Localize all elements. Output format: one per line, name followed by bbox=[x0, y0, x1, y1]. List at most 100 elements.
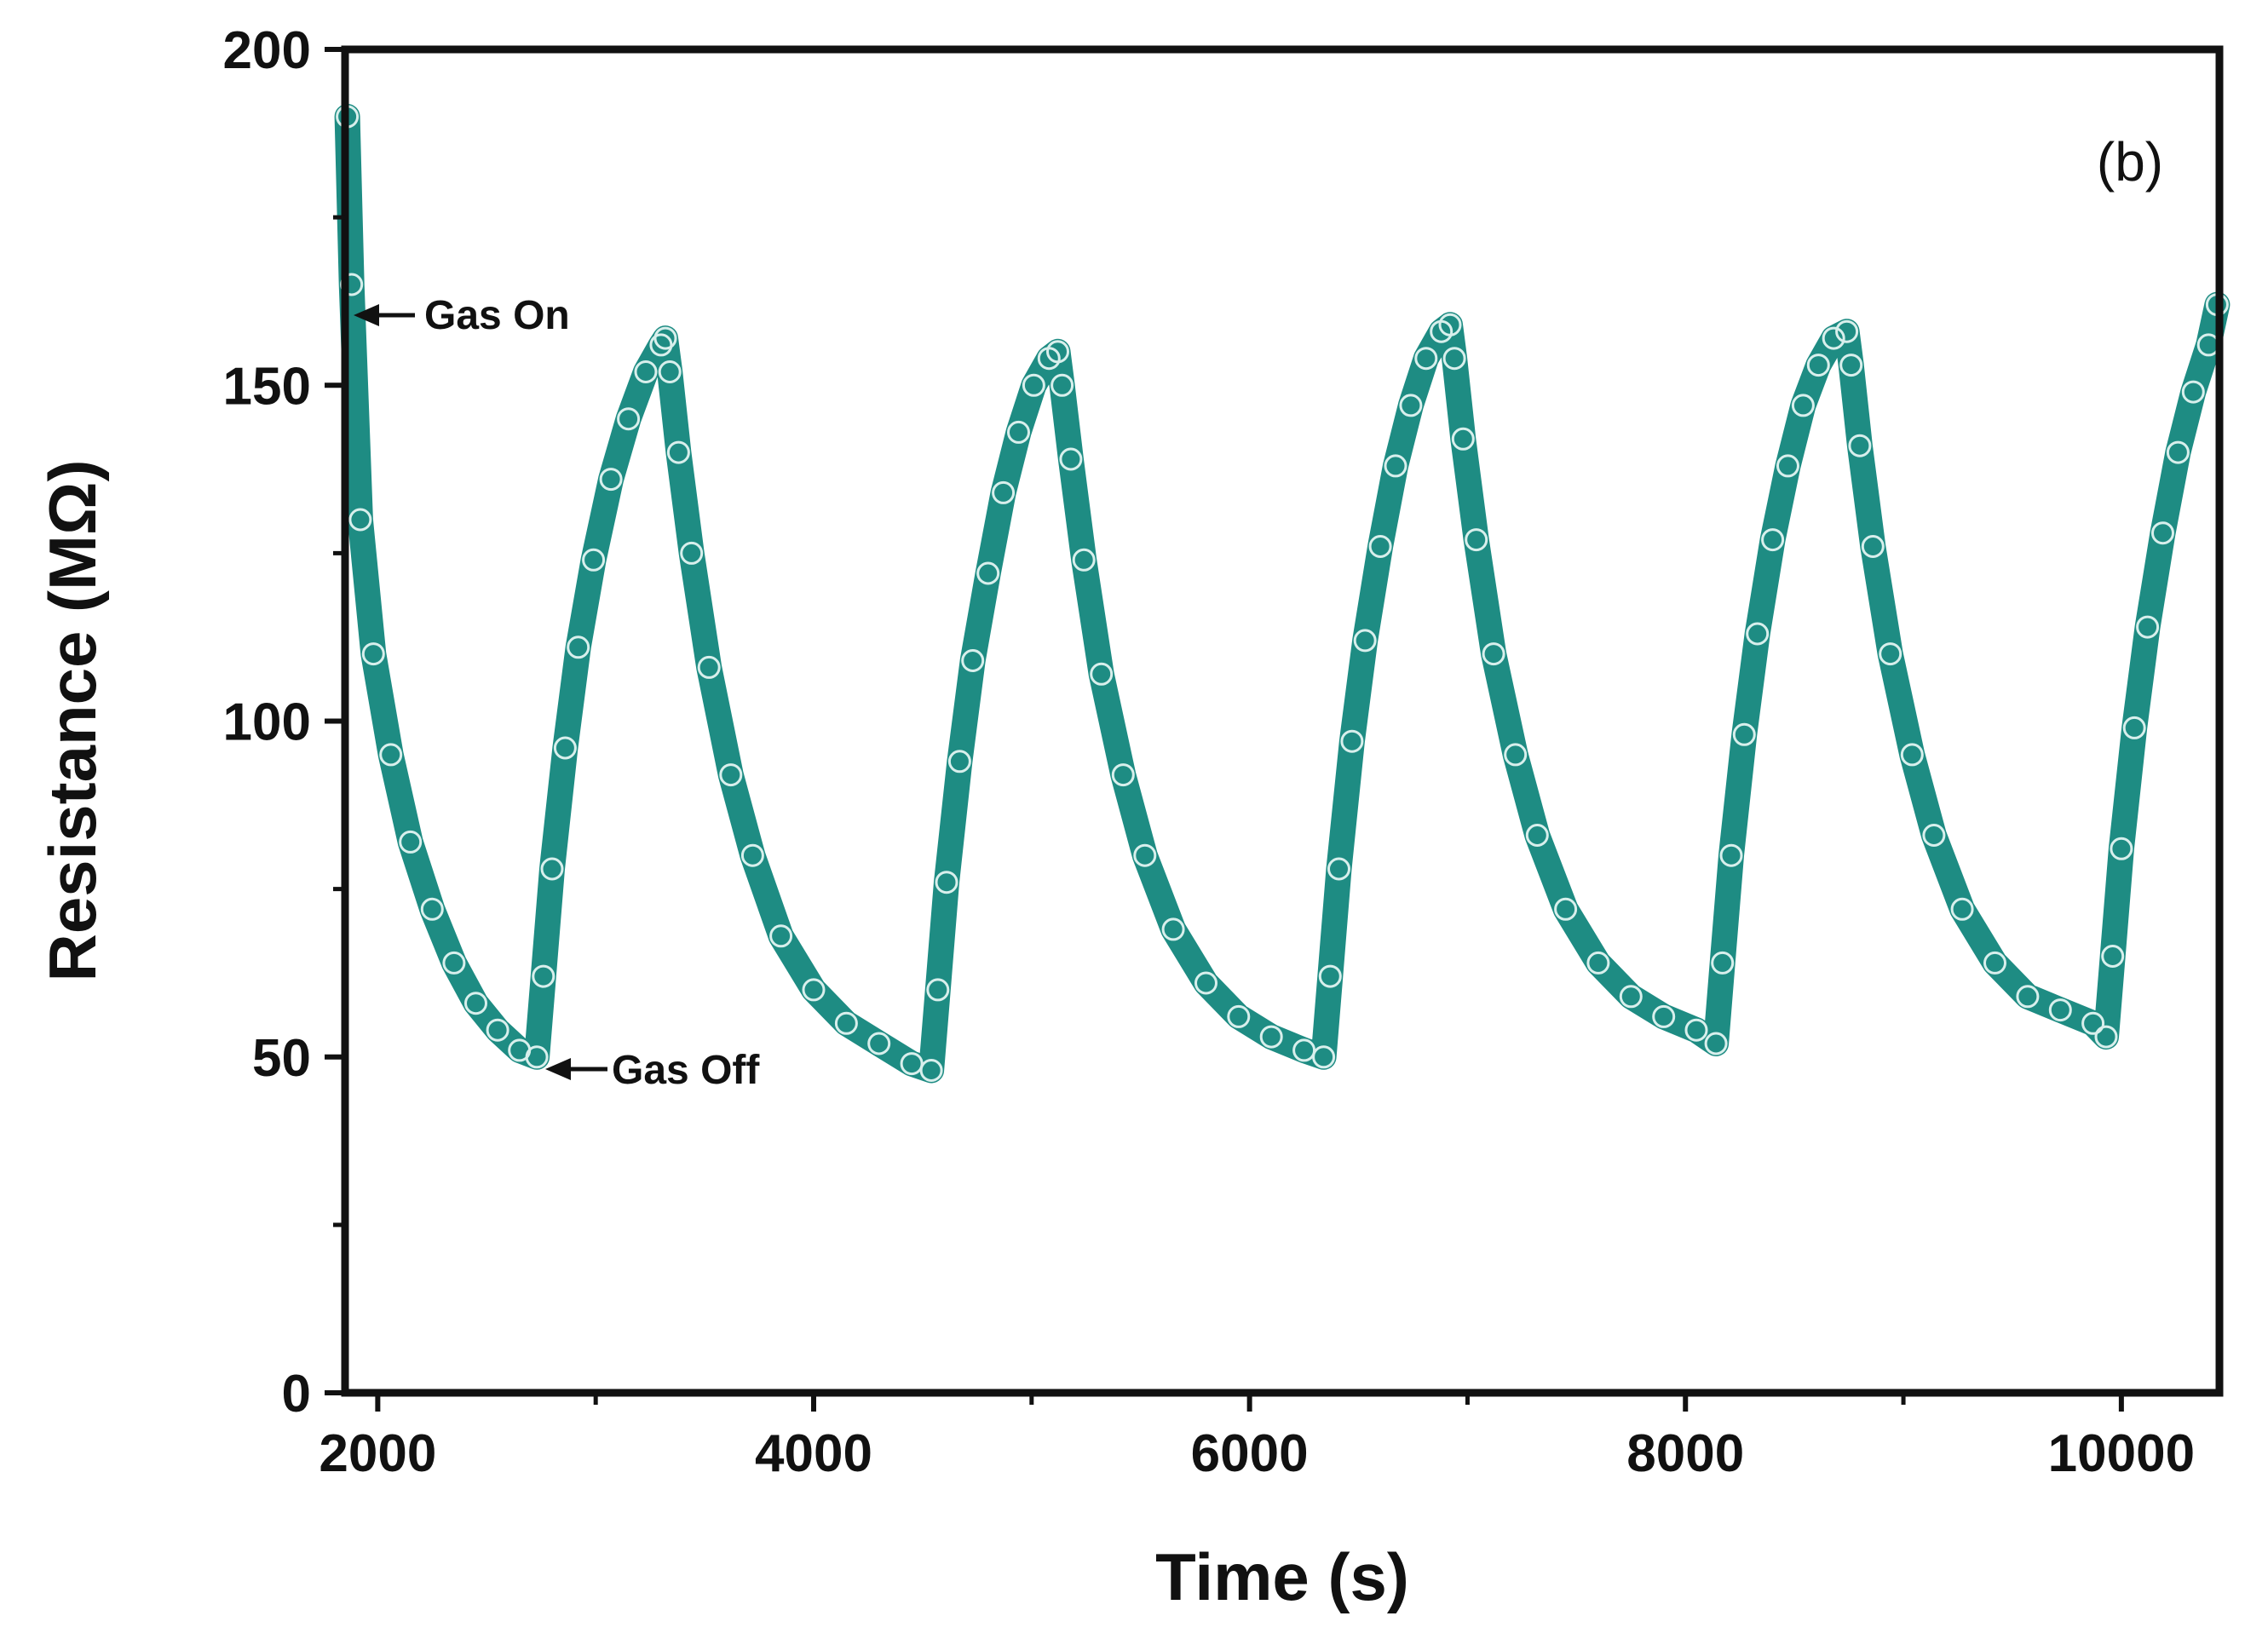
data-point bbox=[361, 642, 385, 666]
data-point bbox=[540, 857, 564, 881]
data-point bbox=[1111, 763, 1135, 787]
data-point bbox=[649, 333, 673, 357]
data-point bbox=[1746, 622, 1770, 646]
data-point bbox=[2048, 998, 2072, 1022]
data-point bbox=[1442, 347, 1466, 371]
data-point bbox=[2166, 440, 2190, 464]
data-point bbox=[464, 992, 487, 1015]
data-point bbox=[740, 843, 764, 867]
data-point bbox=[1684, 1018, 1708, 1042]
x-tick-label-6000: 6000 bbox=[1191, 1424, 1309, 1483]
data-point bbox=[1259, 1025, 1283, 1049]
data-point bbox=[935, 871, 958, 894]
data-point bbox=[348, 508, 372, 532]
data-point bbox=[1791, 394, 1815, 417]
x-tick-label-10000: 10000 bbox=[2048, 1424, 2195, 1483]
data-point bbox=[1848, 434, 1872, 457]
data-point bbox=[1318, 964, 1342, 988]
data-point bbox=[697, 655, 721, 679]
data-point bbox=[1822, 326, 1845, 350]
data-point bbox=[680, 541, 704, 565]
x-tick-label-8000: 8000 bbox=[1626, 1424, 1744, 1483]
data-point bbox=[2151, 521, 2174, 545]
data-point bbox=[1059, 447, 1083, 471]
data-point bbox=[834, 1011, 858, 1035]
data-point bbox=[926, 978, 950, 1002]
data-point bbox=[2136, 615, 2160, 639]
data-point bbox=[919, 1059, 943, 1082]
data-point bbox=[666, 440, 690, 464]
data-point bbox=[1227, 1004, 1251, 1028]
data-point bbox=[1761, 528, 1785, 552]
data-point bbox=[1292, 1038, 1316, 1062]
data-point bbox=[1711, 951, 1735, 975]
data-point bbox=[1438, 313, 1462, 336]
series-line-0 bbox=[334, 103, 2231, 1084]
data-point bbox=[1861, 535, 1885, 558]
y-tick-label-150: 150 bbox=[223, 357, 311, 416]
data-point bbox=[532, 964, 555, 988]
y-tick-label-50: 50 bbox=[252, 1029, 311, 1088]
data-point bbox=[1022, 373, 1045, 397]
annotation-gas-on-arrowhead bbox=[354, 304, 379, 326]
panel-label: (b) bbox=[2097, 131, 2163, 193]
data-point bbox=[486, 1018, 509, 1042]
x-tick-label-2000: 2000 bbox=[319, 1424, 436, 1483]
data-point bbox=[1007, 420, 1030, 444]
data-point bbox=[2081, 1011, 2105, 1035]
data-point bbox=[1950, 897, 1974, 921]
data-point bbox=[1051, 373, 1074, 397]
data-point bbox=[1340, 729, 1364, 753]
data-point bbox=[1776, 454, 1799, 478]
data-point bbox=[769, 924, 793, 948]
data-point bbox=[1133, 843, 1157, 867]
data-point bbox=[1327, 857, 1350, 881]
data-point bbox=[599, 468, 623, 492]
data-point bbox=[379, 743, 403, 767]
data-point bbox=[1414, 347, 1438, 371]
data-point bbox=[1312, 1045, 1336, 1069]
data-point bbox=[1090, 662, 1114, 686]
data-point bbox=[1806, 354, 1830, 377]
y-axis-title: Resistance (MΩ) bbox=[35, 459, 110, 981]
data-point bbox=[1353, 629, 1377, 653]
annotation-gas-off: Gas Off bbox=[545, 1048, 760, 1093]
data-point bbox=[1835, 319, 1859, 343]
data-point bbox=[1704, 1032, 1728, 1055]
data-point bbox=[2110, 837, 2133, 860]
data-point bbox=[653, 326, 677, 350]
data-point bbox=[1384, 454, 1407, 478]
data-point bbox=[1072, 548, 1096, 572]
x-axis-title: Time (s) bbox=[1155, 1539, 1409, 1614]
data-point bbox=[567, 635, 590, 659]
data-point bbox=[867, 1032, 891, 1055]
data-point bbox=[1619, 985, 1643, 1009]
data-point bbox=[1719, 843, 1743, 867]
ticks-layer: 2000 4000 6000 8000 10000 0 50 100 150 200 bbox=[223, 21, 2196, 1483]
data-point bbox=[2181, 380, 2205, 404]
data-point bbox=[525, 1045, 549, 1069]
data-point bbox=[1983, 951, 2006, 975]
data-point bbox=[802, 978, 826, 1002]
annotation-gas-on: Gas On bbox=[354, 293, 570, 338]
data-point bbox=[553, 736, 577, 760]
data-point bbox=[1879, 642, 1902, 666]
data-point bbox=[976, 561, 1000, 585]
data-point bbox=[399, 830, 423, 854]
data-point bbox=[1482, 642, 1505, 666]
data-point bbox=[1586, 951, 1610, 975]
x-tick-label-4000: 4000 bbox=[755, 1424, 872, 1483]
data-point bbox=[1465, 528, 1488, 552]
y-tick-label-200: 200 bbox=[223, 21, 311, 80]
data-point bbox=[582, 548, 606, 572]
data-point bbox=[719, 763, 743, 787]
data-layer bbox=[334, 103, 2231, 1084]
data-point bbox=[947, 750, 971, 773]
data-point bbox=[961, 649, 985, 672]
data-point bbox=[1652, 1004, 1676, 1028]
data-point bbox=[1161, 917, 1185, 941]
data-point bbox=[1900, 743, 1924, 767]
data-point bbox=[900, 1052, 924, 1076]
data-point bbox=[1451, 427, 1475, 451]
data-point bbox=[1046, 340, 1069, 364]
